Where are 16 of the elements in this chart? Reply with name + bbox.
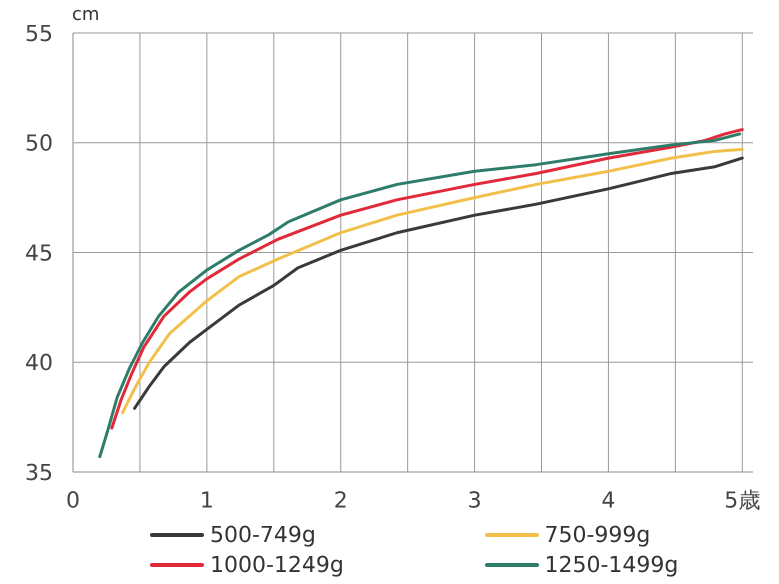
x-tick-label: 5歳 xyxy=(724,488,760,514)
y-tick-label: 35 xyxy=(25,460,53,486)
legend-label: 1250-1499g xyxy=(544,552,678,578)
x-tick-label: 3 xyxy=(468,488,482,514)
x-tick-label: 1 xyxy=(200,488,214,514)
y-axis-title: cm xyxy=(72,4,100,25)
x-tick-label: 2 xyxy=(334,488,348,514)
y-tick-label: 50 xyxy=(25,132,53,157)
x-tick-label: 0 xyxy=(66,488,80,514)
legend-label: 1000-1249g xyxy=(210,552,344,578)
y-tick-label: 55 xyxy=(25,22,53,47)
legend-label: 500-749g xyxy=(210,522,316,548)
y-tick-label: 45 xyxy=(25,241,53,266)
x-tick-label: 4 xyxy=(601,488,616,514)
legend-label: 750-999g xyxy=(544,522,650,548)
y-tick-label: 40 xyxy=(25,351,53,376)
